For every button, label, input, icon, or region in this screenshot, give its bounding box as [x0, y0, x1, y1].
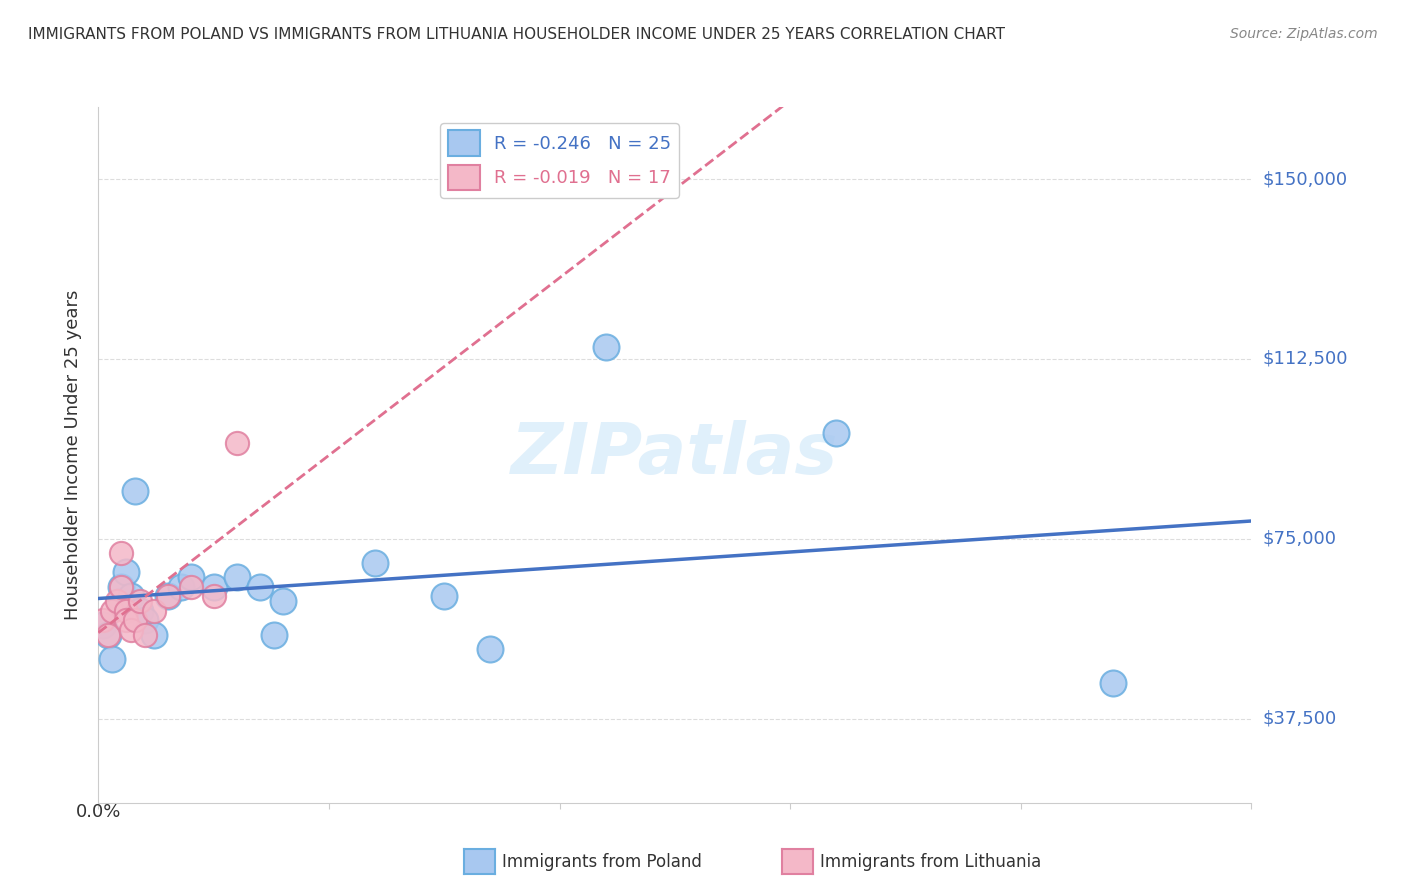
Point: [271, 594, 294, 608]
Point: [595, 340, 617, 354]
Point: [202, 590, 225, 604]
Point: [134, 628, 156, 642]
Point: [110, 580, 132, 594]
Point: [225, 436, 247, 450]
Point: [115, 614, 138, 628]
Text: $150,000: $150,000: [1263, 170, 1347, 188]
Point: [134, 614, 156, 628]
Point: [263, 628, 285, 642]
Point: [202, 580, 225, 594]
Point: [124, 483, 146, 498]
Point: [142, 604, 165, 618]
Point: [110, 580, 132, 594]
Point: [156, 590, 179, 604]
Point: [170, 580, 193, 594]
Point: [129, 604, 152, 618]
Point: [120, 623, 142, 637]
Text: $112,500: $112,500: [1263, 350, 1348, 368]
Point: [1102, 676, 1125, 690]
Point: [101, 604, 124, 618]
Text: IMMIGRANTS FROM POLAND VS IMMIGRANTS FROM LITHUANIA HOUSEHOLDER INCOME UNDER 25 : IMMIGRANTS FROM POLAND VS IMMIGRANTS FRO…: [28, 27, 1005, 42]
Point: [479, 642, 502, 657]
Point: [110, 546, 132, 560]
Point: [101, 652, 124, 666]
Point: [110, 594, 132, 608]
Point: [225, 570, 247, 584]
Point: [180, 570, 202, 584]
Point: [249, 580, 271, 594]
Point: [364, 556, 387, 570]
Point: [120, 590, 142, 604]
Point: [97, 628, 120, 642]
Y-axis label: Householder Income Under 25 years: Householder Income Under 25 years: [65, 290, 83, 620]
Point: [91, 614, 114, 628]
Point: [825, 426, 848, 441]
Point: [142, 628, 165, 642]
Text: Immigrants from Poland: Immigrants from Poland: [502, 853, 702, 871]
Text: Source: ZipAtlas.com: Source: ZipAtlas.com: [1230, 27, 1378, 41]
Text: ZIPatlas: ZIPatlas: [512, 420, 838, 490]
Point: [156, 590, 179, 604]
Point: [129, 594, 152, 608]
Point: [180, 580, 202, 594]
Point: [97, 628, 120, 642]
Point: [433, 590, 456, 604]
Point: [124, 614, 146, 628]
Text: 0.0%: 0.0%: [76, 803, 121, 821]
Text: $75,000: $75,000: [1263, 530, 1337, 548]
Legend: R = -0.246   N = 25, R = -0.019   N = 17: R = -0.246 N = 25, R = -0.019 N = 17: [440, 123, 679, 198]
Point: [115, 604, 138, 618]
Point: [91, 618, 114, 632]
Text: Immigrants from Lithuania: Immigrants from Lithuania: [820, 853, 1040, 871]
Text: $37,500: $37,500: [1263, 710, 1337, 728]
Point: [115, 566, 138, 580]
Point: [105, 594, 128, 608]
